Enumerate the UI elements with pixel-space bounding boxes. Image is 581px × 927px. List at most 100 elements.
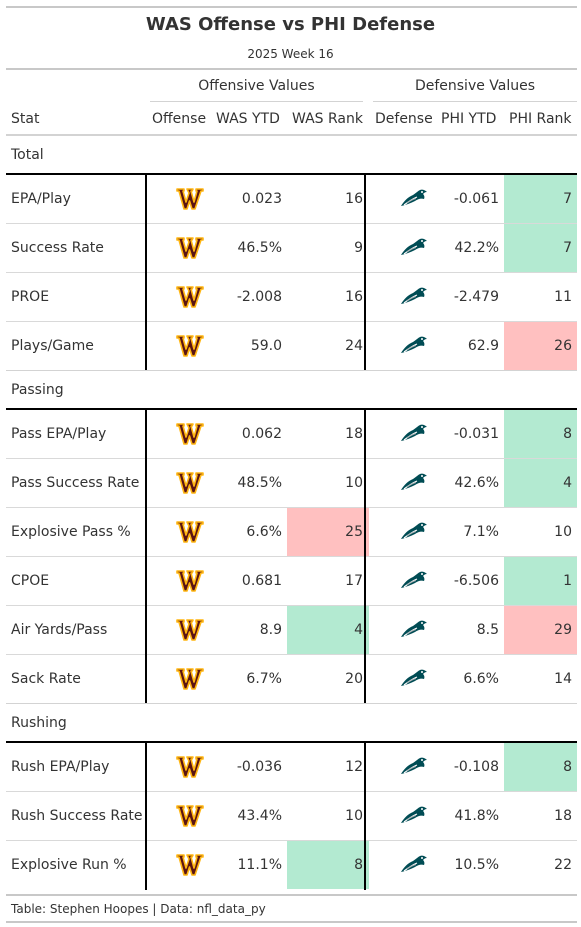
was-rank-value: 10 (345, 808, 363, 824)
eagles-logo-icon (400, 473, 428, 491)
was-ytd-value: 6.6% (246, 524, 282, 540)
phi-ytd-value: 41.8% (454, 808, 499, 824)
col-phi-rank: PHI Rank (509, 111, 572, 127)
eagles-logo-icon (400, 424, 428, 442)
phi-ytd-value: 8.5 (476, 622, 499, 638)
was-ytd-value: 0.023 (241, 191, 282, 207)
was-ytd-value: 0.681 (241, 573, 282, 589)
phi-rank-highlight (504, 410, 577, 458)
table-row: EPA/Play 0.023 16 -0.061 7 (6, 175, 577, 224)
was-ytd-value: 8.9 (259, 622, 282, 638)
phi-ytd-value: -0.031 (453, 426, 499, 442)
phi-ytd-value: 6.6% (463, 671, 499, 687)
stat-label: EPA/Play (11, 191, 71, 207)
was-ytd-value: 0.062 (241, 426, 282, 442)
spanner-offensive-rule (150, 101, 363, 102)
row-rule (6, 507, 577, 508)
phi-rank-value: 1 (563, 573, 572, 589)
group-label-rushing: Rushing (11, 715, 67, 731)
table-row: Pass Success Rate 48.5% 10 42.6% 4 (6, 459, 577, 508)
row-rule (6, 840, 577, 841)
stat-label: Success Rate (11, 240, 104, 256)
phi-ytd-value: -6.506 (453, 573, 499, 589)
stat-label: Air Yards/Pass (11, 622, 108, 638)
phi-rank-highlight (504, 224, 577, 272)
eagles-logo-icon (400, 238, 428, 256)
was-ytd-value: -0.036 (236, 759, 282, 775)
phi-ytd-value: 10.5% (454, 857, 499, 873)
group-label-total: Total (11, 147, 44, 163)
phi-rank-highlight (504, 459, 577, 507)
stat-label: Plays/Game (11, 338, 94, 354)
was-rank-value: 8 (354, 857, 363, 873)
stat-label: Sack Rate (11, 671, 81, 687)
phi-ytd-value: -2.479 (453, 289, 499, 305)
stat-label: Pass Success Rate (11, 475, 140, 491)
eagles-logo-icon (400, 757, 428, 775)
phi-rank-value: 4 (563, 475, 572, 491)
was-ytd-value: 46.5% (237, 240, 282, 256)
row-rule (6, 654, 577, 655)
header-rule (6, 68, 577, 70)
row-rule (6, 272, 577, 273)
row-rule (6, 458, 577, 459)
stat-label: Explosive Pass % (11, 524, 131, 540)
column-divider (364, 175, 366, 371)
column-divider (145, 410, 147, 704)
was-rank-highlight (287, 606, 369, 654)
table-row: Explosive Run % 11.1% 8 10.5% 22 (6, 841, 577, 890)
was-rank-value: 18 (345, 426, 363, 442)
stat-label: CPOE (11, 573, 50, 589)
was-ytd-value: 59.0 (250, 338, 282, 354)
was-ytd-value: 48.5% (237, 475, 282, 491)
eagles-logo-icon (400, 620, 428, 638)
group-rule (6, 173, 577, 175)
column-divider (364, 743, 366, 890)
col-phi-ytd: PHI YTD (441, 111, 497, 127)
phi-rank-value: 26 (554, 338, 572, 354)
col-stat: Stat (11, 111, 40, 127)
eagles-logo-icon (400, 336, 428, 354)
table-row: Sack Rate 6.7% 20 6.6% 14 (6, 655, 577, 704)
col-was-rank: WAS Rank (292, 111, 363, 127)
column-divider (145, 743, 147, 890)
was-rank-value: 10 (345, 475, 363, 491)
stat-label: Rush EPA/Play (11, 759, 110, 775)
phi-ytd-value: 42.6% (454, 475, 499, 491)
phi-ytd-value: 42.2% (454, 240, 499, 256)
was-rank-value: 25 (345, 524, 363, 540)
group-end-rule (6, 370, 577, 371)
col-defense: Defense (375, 111, 433, 127)
table-row: PROE -2.008 16 -2.479 11 (6, 273, 577, 322)
table-row: Air Yards/Pass 8.9 4 8.5 29 (6, 606, 577, 655)
row-rule (6, 605, 577, 606)
eagles-logo-icon (400, 855, 428, 873)
spanner-defensive-rule (373, 101, 577, 102)
phi-rank-value: 8 (563, 759, 572, 775)
group-rule (6, 408, 577, 410)
was-rank-highlight (287, 841, 369, 889)
table-row: Explosive Pass % 6.6% 25 7.1% 10 (6, 508, 577, 557)
was-rank-value: 9 (354, 240, 363, 256)
phi-rank-value: 29 (554, 622, 572, 638)
phi-ytd-value: -0.108 (453, 759, 499, 775)
eagles-logo-icon (400, 287, 428, 305)
was-rank-value: 12 (345, 759, 363, 775)
eagles-logo-icon (400, 571, 428, 589)
spanner-defensive: Defensive Values (414, 78, 536, 94)
eagles-logo-icon (400, 522, 428, 540)
phi-rank-highlight (504, 557, 577, 605)
was-rank-value: 20 (345, 671, 363, 687)
phi-ytd-value: 62.9 (467, 338, 499, 354)
table-title: WAS Offense vs PHI Defense (145, 14, 436, 35)
was-rank-highlight (287, 508, 369, 556)
colhead-rule (6, 134, 577, 136)
phi-rank-value: 18 (554, 808, 572, 824)
eagles-logo-icon (400, 669, 428, 687)
column-divider (145, 175, 147, 371)
was-ytd-value: -2.008 (236, 289, 282, 305)
phi-ytd-value: 7.1% (463, 524, 499, 540)
table-row: Rush EPA/Play -0.036 12 -0.108 8 (6, 743, 577, 792)
stat-label: PROE (11, 289, 50, 305)
